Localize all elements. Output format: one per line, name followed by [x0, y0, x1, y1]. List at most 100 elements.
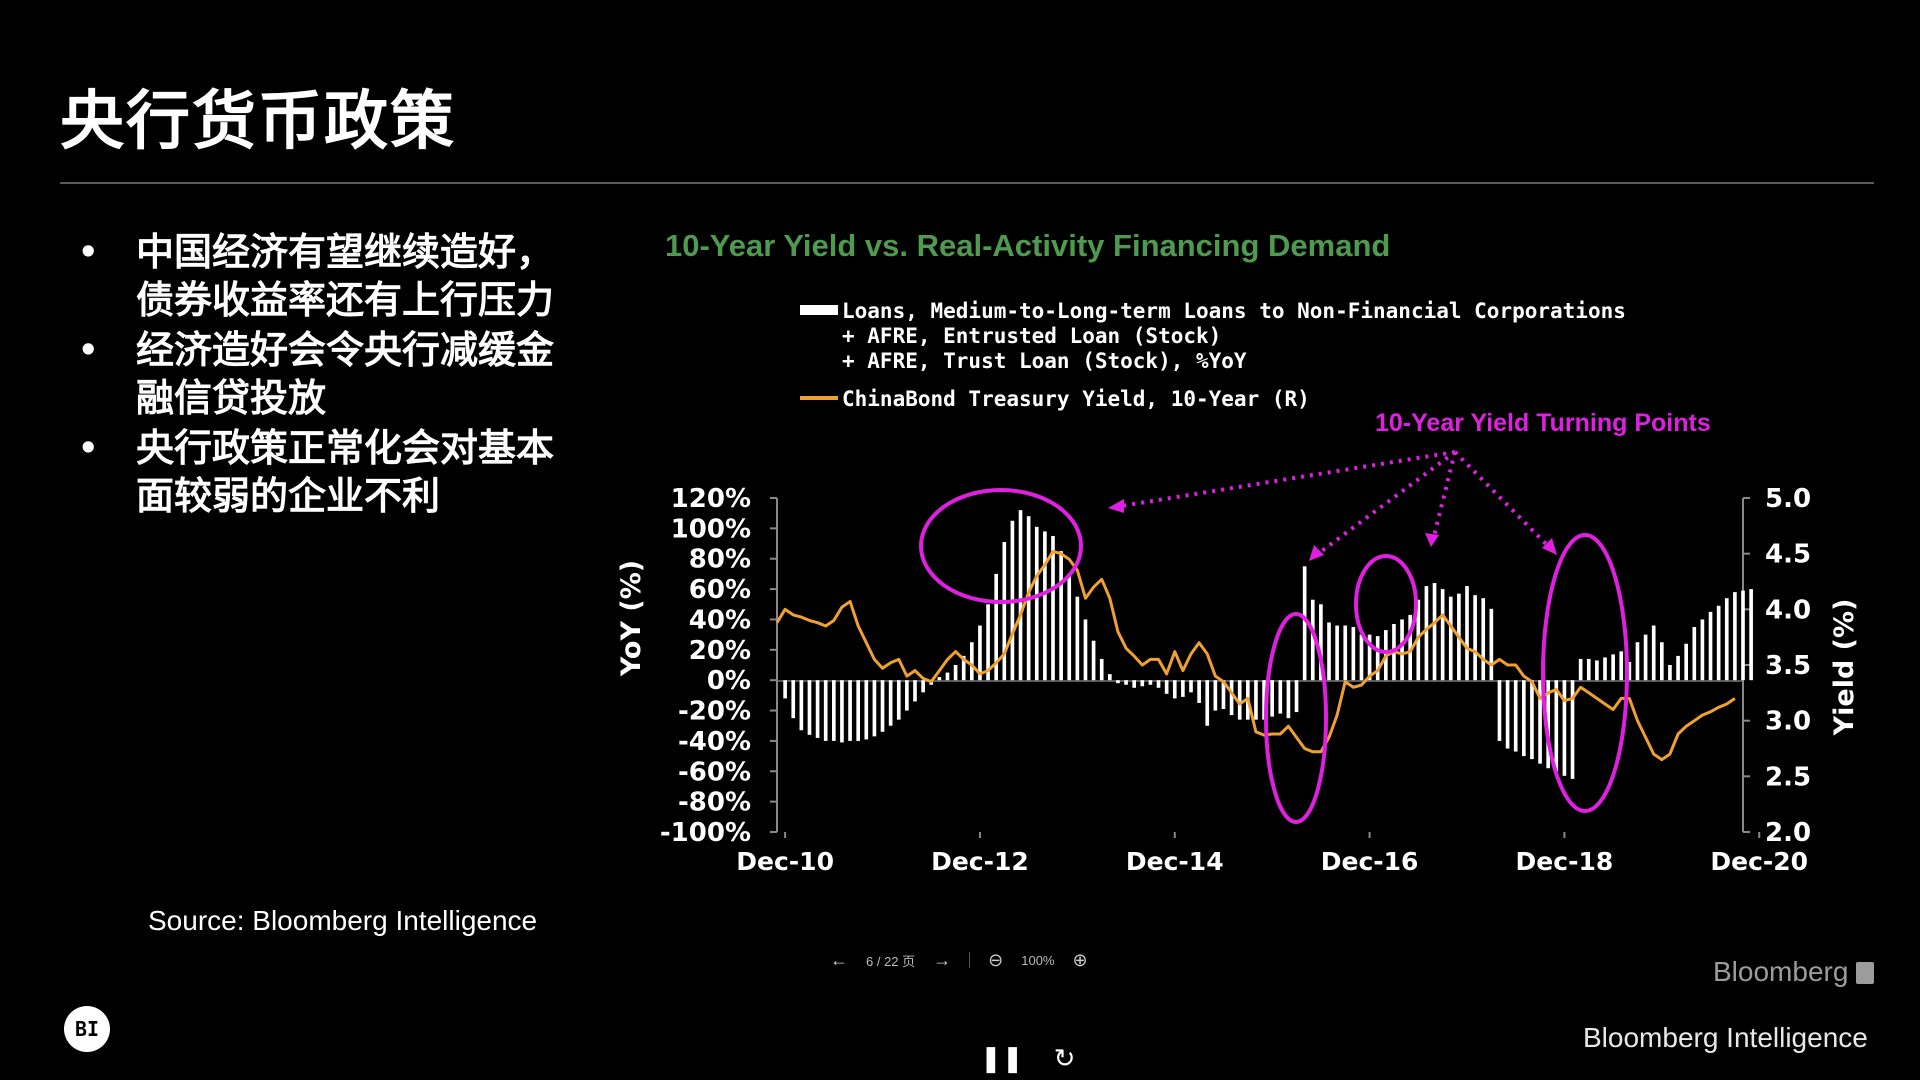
- bloomberg-logo-text: Bloomberg: [1713, 956, 1849, 987]
- y-tick-left-label: 0%: [707, 666, 751, 696]
- y-tick-left-label: 80%: [689, 545, 751, 575]
- bullet-text: 经济造好会令央行减缓金融信贷投放: [136, 328, 555, 420]
- legend-bar-swatch: [800, 305, 838, 315]
- bar: [1465, 586, 1469, 681]
- bar: [1116, 680, 1120, 684]
- bar: [1578, 658, 1583, 681]
- bloomberg-logo: Bloomberg: [1713, 956, 1875, 988]
- y-tick-left-label: 120%: [671, 484, 751, 514]
- arrowhead-icon: [1309, 545, 1324, 561]
- y-tick-left-label: 20%: [689, 636, 751, 666]
- bar: [1473, 595, 1477, 681]
- y-axis-left-label: YoY (%): [616, 560, 647, 677]
- bar: [1716, 605, 1721, 681]
- bar: [1018, 510, 1023, 681]
- bullet-item: • 中国经济有望继续造好，债券收益率还有上行压力: [78, 228, 578, 324]
- arrowhead-icon: [1542, 538, 1557, 555]
- zoom-level: 100%: [1021, 952, 1055, 968]
- legend-bar-label-2: + AFRE, Entrusted Loan (Stock): [842, 324, 1221, 348]
- bar: [1107, 674, 1112, 681]
- bar: [1140, 680, 1145, 687]
- zoom-out-icon[interactable]: ⊖: [988, 949, 1004, 970]
- turning-point-markers: [919, 450, 1629, 824]
- y-tick-left-label: -60%: [678, 757, 751, 787]
- bar: [888, 680, 893, 726]
- bar: [1684, 643, 1689, 681]
- bar: [1538, 680, 1542, 764]
- x-ticks: Dec-10 Dec-12 Dec-14 Dec-16 Dec-18 Dec-20: [736, 832, 1808, 876]
- legend-bar-label-1: Loans, Medium-to-Long-term Loans to Non-…: [842, 299, 1626, 323]
- bar: [1335, 625, 1339, 681]
- bar: [1148, 680, 1153, 685]
- source-note: Source: Bloomberg Intelligence: [148, 905, 538, 936]
- page-indicator: 6 / 22 页: [866, 953, 916, 969]
- bar: [1051, 535, 1055, 681]
- bar: [791, 680, 796, 719]
- bar: [1319, 604, 1323, 681]
- bar: [1237, 680, 1242, 720]
- bar: [1497, 680, 1502, 741]
- bullet-list: • 中国经济有望继续造好，债券收益率还有上行压力 • 经济造好会令央行减缓金融信贷投…: [78, 228, 578, 522]
- y-tick-left-label: 100%: [671, 514, 751, 544]
- turning-point-arrow: [1453, 450, 1554, 552]
- bar: [1278, 680, 1283, 714]
- bar: [880, 680, 885, 732]
- replay-icon[interactable]: ↻: [1053, 1044, 1076, 1074]
- bar: [1700, 619, 1705, 681]
- pause-icon[interactable]: ❚❚: [980, 1044, 1024, 1074]
- bar: [1424, 586, 1429, 681]
- bullet-dot-icon: •: [78, 429, 99, 467]
- bar: [913, 680, 917, 702]
- bullet-text: 中国经济有望继续造好，债券收益率还有上行压力: [136, 230, 555, 322]
- y-tick-right-label: 2.5: [1765, 762, 1811, 792]
- bar: [994, 573, 999, 681]
- bar: [1327, 622, 1331, 681]
- arrow-right-icon[interactable]: →: [933, 949, 952, 970]
- bar: [1229, 680, 1234, 716]
- bar: [815, 680, 820, 738]
- bar: [848, 680, 852, 741]
- bullet-item: • 经济造好会令央行减缓金融信贷投放: [78, 326, 578, 422]
- bar: [1367, 634, 1372, 681]
- bar: [1164, 680, 1169, 694]
- y-tick-left-label: -40%: [678, 727, 751, 757]
- y-axis-right-label: Yield (%): [1829, 599, 1860, 737]
- bi-badge-icon: BI: [64, 1006, 110, 1052]
- bar: [1530, 680, 1534, 760]
- bar: [1181, 680, 1185, 697]
- document-viewer-toolbar: ← 6 / 22 页 → ⊖ 100% ⊕: [830, 948, 1088, 972]
- bar: [864, 680, 869, 740]
- chart-legend: Loans, Medium-to-Long-term Loans to Non-…: [800, 299, 1626, 411]
- bar: [807, 680, 812, 735]
- slide-title: 央行货币政策: [60, 85, 456, 159]
- bar: [1505, 680, 1510, 749]
- bar: [1440, 589, 1445, 681]
- bar: [1513, 680, 1518, 752]
- toolbar-separator: [969, 952, 971, 968]
- legend-bar-label-3: + AFRE, Trust Loan (Stock), %YoY: [842, 349, 1247, 373]
- bar: [1627, 661, 1632, 681]
- bar: [1611, 654, 1615, 681]
- x-tick-label: Dec-10: [736, 847, 834, 876]
- zoom-in-icon[interactable]: ⊕: [1072, 949, 1088, 970]
- bar: [969, 642, 974, 681]
- bar: [872, 680, 877, 737]
- y-tick-right-label: 5.0: [1765, 484, 1811, 514]
- arrowhead-icon: [1425, 533, 1439, 547]
- arrow-left-icon[interactable]: ←: [830, 949, 848, 970]
- bar: [953, 665, 958, 681]
- y-tick-left-label: -80%: [678, 788, 751, 818]
- bar: [1083, 619, 1088, 681]
- bar: [1692, 627, 1697, 681]
- bar: [1067, 573, 1072, 681]
- bar: [1034, 526, 1039, 681]
- bar: [1619, 651, 1624, 681]
- bar: [1603, 657, 1607, 681]
- y-ticks-right: 5.0 4.5 4.0 3.5 3.0 2.5 2.0: [1743, 484, 1811, 848]
- bar: [1254, 680, 1258, 720]
- bar: [823, 680, 828, 741]
- turning-point-arrow: [1114, 450, 1456, 509]
- bar: [1091, 640, 1096, 681]
- bar: [945, 672, 950, 681]
- legend-line-label: ChinaBond Treasury Yield, 10-Year (R): [842, 387, 1310, 411]
